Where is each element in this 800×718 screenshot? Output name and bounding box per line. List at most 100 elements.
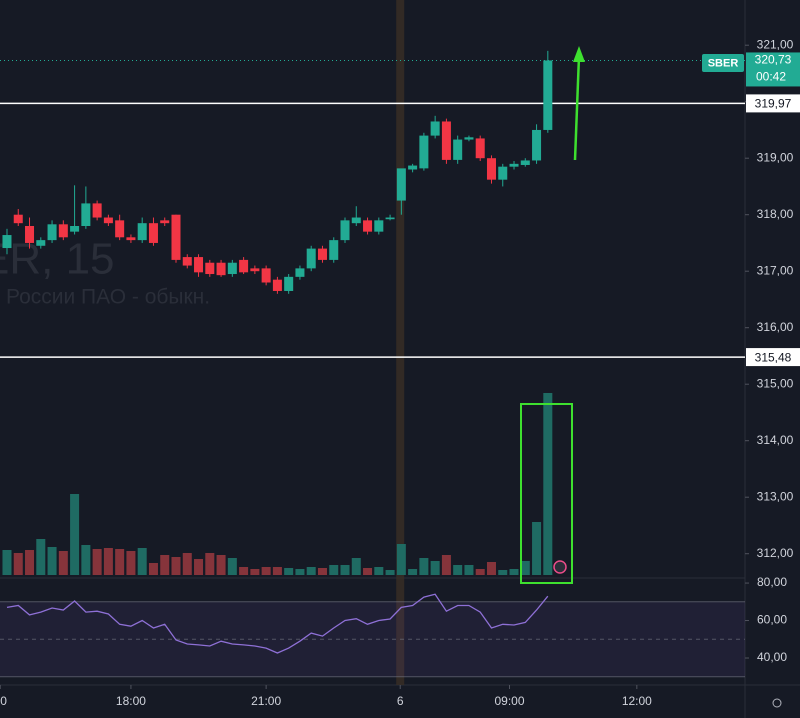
x-tick-label: 09:00 xyxy=(494,694,524,708)
volume-bar xyxy=(160,555,170,575)
candle-body xyxy=(351,217,361,224)
volume-bar xyxy=(2,550,12,575)
candle-body xyxy=(115,220,125,238)
level-label: 319,97 xyxy=(755,97,792,111)
candle-body xyxy=(92,203,102,218)
volume-bar xyxy=(227,558,237,575)
candle-body xyxy=(227,262,237,275)
candle-body xyxy=(464,137,474,140)
candle-body xyxy=(329,240,339,260)
candle-body xyxy=(453,139,463,160)
candle-body xyxy=(441,121,451,160)
watermark: России ПАО - обыкн. xyxy=(6,286,210,309)
x-tick-label: 18:00 xyxy=(116,694,146,708)
volume-bar xyxy=(340,565,350,575)
volume-bar xyxy=(13,553,23,575)
countdown: 00:42 xyxy=(756,70,786,84)
volume-bar xyxy=(25,550,35,575)
volume-bar xyxy=(47,547,57,575)
volume-bar xyxy=(532,522,542,575)
volume-bar xyxy=(194,559,204,575)
volume-bar xyxy=(250,569,260,575)
candle-body xyxy=(340,220,350,241)
candle-body xyxy=(486,158,496,180)
candle-body xyxy=(36,240,46,246)
candle-body xyxy=(532,129,542,161)
candle-body xyxy=(58,224,68,238)
volume-bar xyxy=(317,568,327,575)
volume-bar xyxy=(103,548,113,575)
y-tick-label: 321,00 xyxy=(757,37,794,51)
candle-body xyxy=(430,121,440,136)
volume-bar xyxy=(464,565,474,575)
candle-body xyxy=(509,163,519,167)
level-badge xyxy=(746,94,800,113)
volume-bar xyxy=(115,549,125,575)
y-tick-label: 313,00 xyxy=(757,489,794,503)
candle-body xyxy=(103,217,113,224)
candle-body xyxy=(205,262,215,275)
candle-body xyxy=(194,257,204,273)
candle-body xyxy=(498,166,508,180)
event-icon xyxy=(553,560,567,574)
x-tick-label: 12:00 xyxy=(622,694,652,708)
candle-body xyxy=(374,220,384,232)
volume-bar xyxy=(374,567,384,575)
volume-bar xyxy=(126,551,136,575)
rsi-tick-label: 60,00 xyxy=(757,613,787,627)
volume-bar xyxy=(261,567,271,575)
watermark: ER, 15 xyxy=(0,235,115,284)
y-tick-label: 314,00 xyxy=(757,433,794,447)
price-badge xyxy=(746,52,800,87)
symbol: SBER xyxy=(708,57,739,69)
candle-body xyxy=(2,235,12,249)
candle-body xyxy=(317,248,327,260)
volume-bar xyxy=(58,551,68,575)
volume-bar xyxy=(36,539,46,575)
candle-body xyxy=(408,165,418,170)
settings-icon[interactable] xyxy=(772,698,782,708)
y-tick-label: 318,00 xyxy=(757,207,794,221)
x-tick-label: 6 xyxy=(397,694,404,708)
candle-body xyxy=(272,279,282,291)
volume-bar xyxy=(137,548,147,575)
candle-body xyxy=(261,268,271,283)
volume-bar xyxy=(408,569,418,575)
candle-body xyxy=(475,138,485,159)
volume-bar xyxy=(182,553,192,575)
volume-bar xyxy=(148,563,158,575)
y-tick-label: 316,00 xyxy=(757,320,794,334)
candle-body xyxy=(250,268,260,272)
candle-body xyxy=(363,220,373,232)
volume-bar xyxy=(475,569,485,575)
symbol-badge xyxy=(702,54,744,72)
rsi-line xyxy=(6,593,549,654)
volume-bar xyxy=(239,567,249,575)
volume-bar xyxy=(216,555,226,575)
volume-bar xyxy=(295,569,305,575)
candle-body xyxy=(385,217,395,220)
y-tick-label: 315,00 xyxy=(757,376,794,390)
candle-body xyxy=(160,220,170,224)
candle-body xyxy=(126,237,136,241)
candle-body xyxy=(182,257,192,266)
volume-bar xyxy=(441,555,451,575)
candle-body xyxy=(543,60,553,130)
volume-bar xyxy=(419,558,429,575)
volume-bar xyxy=(520,561,530,575)
volume-bar xyxy=(92,549,102,575)
volume-bar xyxy=(363,568,373,575)
candle-body xyxy=(306,248,316,269)
volume-bar xyxy=(351,558,361,575)
volume-bar xyxy=(306,567,316,575)
level-badge xyxy=(746,348,800,367)
rsi-band xyxy=(0,601,745,677)
level-label: 315,48 xyxy=(755,350,792,364)
y-tick-label: 317,00 xyxy=(757,263,794,277)
candle-body xyxy=(396,168,406,201)
last-price-label: 320,73 xyxy=(755,53,792,67)
volume-bar xyxy=(272,567,282,575)
candle-body xyxy=(419,135,429,169)
